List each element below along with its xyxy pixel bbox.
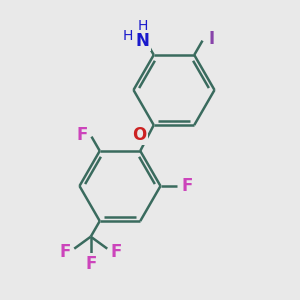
Text: F: F [60, 243, 71, 261]
Text: F: F [85, 255, 96, 273]
Text: H: H [137, 19, 148, 33]
Text: H: H [123, 29, 133, 43]
Text: O: O [132, 126, 147, 144]
Text: I: I [208, 30, 214, 48]
Text: F: F [77, 126, 88, 144]
Text: F: F [182, 177, 193, 195]
Text: F: F [111, 243, 122, 261]
Text: N: N [136, 32, 149, 50]
